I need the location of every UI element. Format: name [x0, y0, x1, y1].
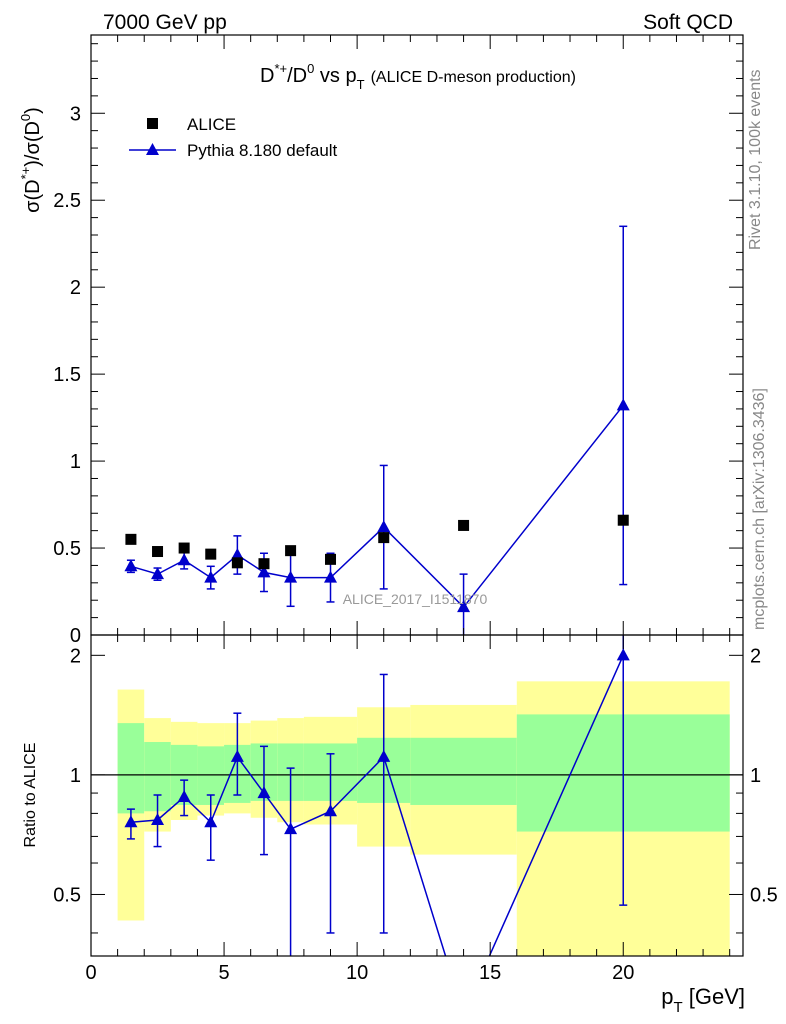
legend-marker-pythia	[146, 143, 159, 155]
ratio-pythia-point	[204, 815, 218, 828]
main-axis-ticks: 0 0.5 1 1.5 2 2.5 3	[53, 35, 743, 647]
x-tick-label: 0	[85, 962, 96, 984]
main-y-tick-label: 0	[70, 625, 81, 647]
ratio-pythia-point	[324, 804, 338, 817]
mcplots-credit-text: mcplots.cern.ch [arXiv:1306.3436]	[751, 388, 768, 630]
analysis-watermark: ALICE_2017_I1511870	[343, 591, 488, 607]
ratio-pythia-point	[616, 648, 630, 661]
main-y-tick-label: 1.5	[53, 364, 81, 386]
pythia-point	[177, 553, 191, 566]
pythia-point	[204, 570, 218, 583]
rivet-version-text: Rivet 3.1.10, 100k events	[747, 69, 764, 250]
alice-point	[458, 519, 470, 531]
main-plot-area	[124, 225, 630, 635]
header-left: 7000 GeV pp	[103, 11, 227, 34]
pythia-point	[230, 548, 244, 560]
ratio-plot-area	[91, 635, 743, 956]
alice-point	[152, 546, 164, 558]
alice-point	[125, 533, 137, 545]
legend-label-alice: ALICE	[187, 115, 236, 134]
legend: ALICE Pythia 8.180 default	[129, 115, 338, 160]
header-right: Soft QCD	[643, 11, 733, 34]
pythia-point	[284, 570, 298, 583]
pythia-point	[616, 398, 630, 411]
ratio-y-tick-label-right: 0.5	[750, 884, 778, 906]
pythia-point	[124, 559, 138, 572]
main-y-tick-label: 3	[70, 103, 81, 125]
ratio-pythia-point	[257, 786, 271, 799]
alice-point	[378, 532, 390, 544]
ratio-axis-ticks: 0.5 0.51 12 20 5 10 15 20	[53, 635, 778, 984]
x-tick-label: 10	[346, 962, 368, 984]
ratio-y-tick-label-right: 2	[750, 645, 761, 667]
ratio-pythia-point	[177, 789, 191, 802]
ratio-y-tick-label: 1	[70, 765, 81, 787]
plot-subtitle: (ALICE D-meson production)	[371, 69, 576, 86]
uncertainty-band-inner	[117, 723, 145, 814]
main-y-tick-label: 0.5	[53, 538, 81, 560]
ratio-panel: 0.5 0.51 12 20 5 10 15 20	[53, 634, 778, 984]
pythia-point	[151, 567, 165, 580]
ratio-clipped-series	[124, 635, 630, 956]
ratio-pythia-point	[284, 822, 298, 835]
main-y-tick-label: 1	[70, 451, 81, 473]
ratio-pythia-point	[230, 749, 244, 762]
ratio-y-tick-label: 0.5	[53, 884, 81, 906]
plot-title: D*+/D0 vs pT (ALICE D-meson production)	[260, 61, 576, 92]
alice-point	[231, 557, 243, 569]
x-tick-label: 5	[218, 962, 229, 984]
pythia-point	[377, 520, 391, 533]
ratio-pythia-point	[124, 815, 138, 828]
ratio-pythia-point	[377, 749, 391, 762]
legend-label-pythia: Pythia 8.180 default	[187, 141, 338, 160]
alice-point	[617, 514, 629, 526]
ratio-y-tick-label-right: 1	[750, 765, 761, 787]
alice-point	[285, 545, 297, 557]
alice-point	[325, 553, 337, 565]
main-y-tick-label: 2.5	[53, 190, 81, 212]
alice-point	[178, 542, 190, 554]
x-tick-label: 20	[612, 962, 634, 984]
x-tick-label: 15	[479, 962, 501, 984]
main-panel: 0 0.5 1 1.5 2 2.5 3	[53, 34, 744, 647]
pythia-point	[457, 600, 471, 613]
alice-point	[258, 558, 270, 570]
ratio-panel-frame	[90, 634, 744, 957]
pythia-point	[324, 570, 338, 583]
alice-point	[205, 548, 217, 560]
main-y-tick-label: 2	[70, 277, 81, 299]
ratio-y-tick-label: 2	[70, 645, 81, 667]
pythia-point	[257, 565, 271, 578]
legend-marker-alice	[147, 118, 158, 129]
x-axis-label: pT [GeV]	[661, 984, 745, 1016]
ratio-pythia-point	[151, 812, 165, 825]
pythia-line	[130, 404, 624, 609]
uncertainty-band-inner	[410, 737, 517, 805]
upper-y-axis-label: σ(D*+)/σ(D0)	[18, 107, 44, 213]
lower-y-axis-label: Ratio to ALICE	[22, 743, 39, 848]
